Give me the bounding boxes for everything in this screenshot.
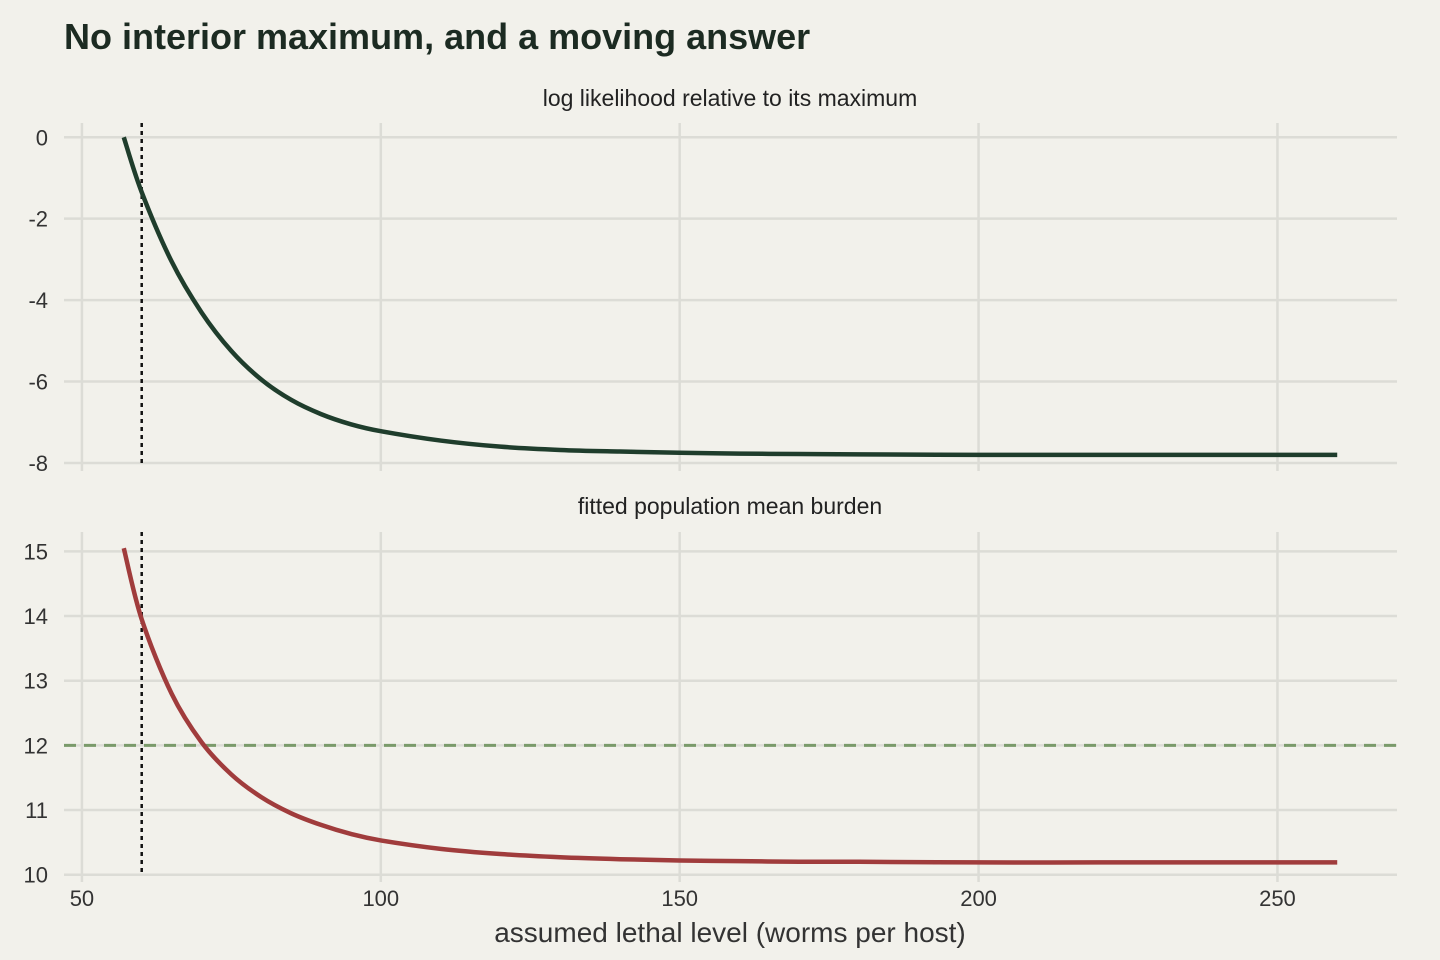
panel-title: log likelihood relative to its maximum: [543, 85, 918, 111]
y-tick-label: 12: [24, 733, 48, 758]
chart-panels: log likelihood relative to its maximum 0 -…: [24, 85, 1397, 911]
panel-title: fitted population mean burden: [578, 493, 882, 519]
burden-series-line: [121, 547, 1338, 865]
x-tick-label: 100: [362, 886, 399, 911]
panel-1: log likelihood relative to its maximum 0 -…: [28, 85, 1397, 476]
y-tick-label: 13: [24, 669, 48, 694]
y-tick-label: 14: [24, 604, 48, 629]
x-tick-label: 50: [70, 886, 94, 911]
x-tick-label: 150: [661, 886, 698, 911]
y-tick-label: 15: [24, 539, 48, 564]
x-axis-label: assumed lethal level (worms per host): [494, 917, 966, 948]
loglik-series-line: [121, 136, 1338, 458]
y-tick-label: 11: [25, 798, 48, 823]
x-tick-label: 200: [960, 886, 997, 911]
x-tick-label: 250: [1259, 886, 1296, 911]
y-tick-label: -2: [28, 207, 48, 232]
y-tick-label: 10: [24, 863, 48, 888]
panel-2: fitted population mean burden 15 14 13 12 11 1…: [24, 493, 1397, 888]
y-tick-label: -8: [28, 451, 48, 476]
chart-title: No interior maximum, and a moving answer: [64, 16, 810, 57]
y-tick-label: -4: [28, 288, 48, 313]
y-tick-label: 0: [36, 125, 48, 150]
y-tick-label: -6: [28, 370, 48, 395]
